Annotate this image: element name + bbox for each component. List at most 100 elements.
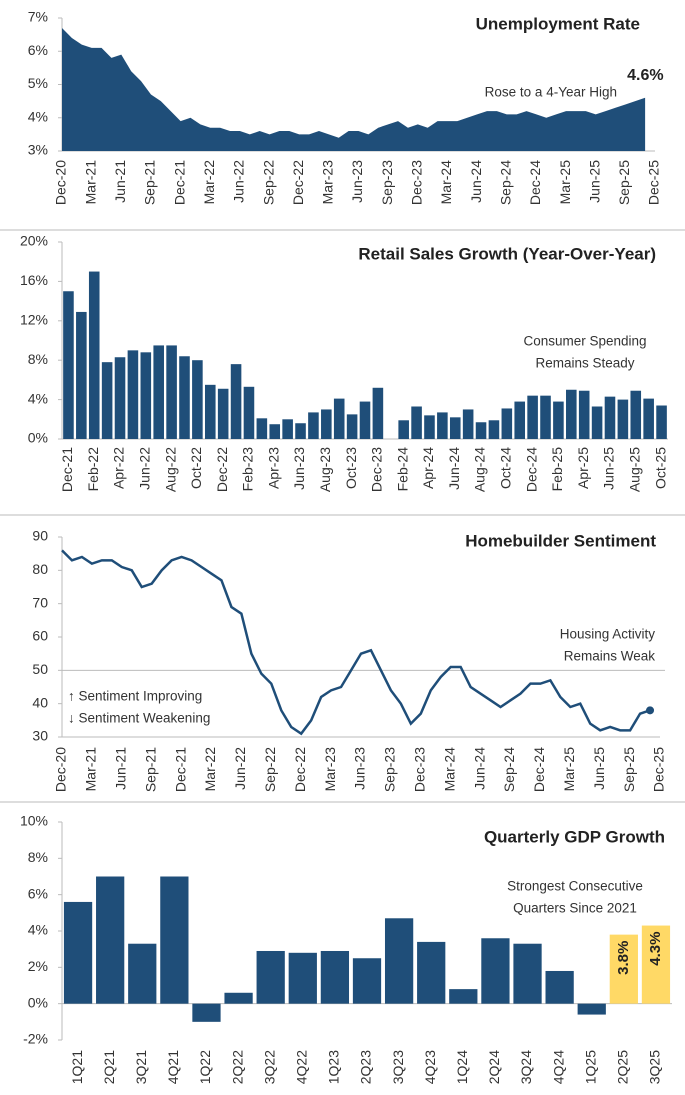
- x-tick-label: Jun-23: [291, 447, 307, 490]
- bar: [128, 943, 157, 1004]
- bar: [269, 424, 281, 439]
- x-tick-label: Jun-22: [137, 447, 153, 490]
- bar: [282, 419, 293, 439]
- annotation: Housing Activity: [560, 627, 656, 642]
- x-tick-label: 1Q21: [69, 1050, 85, 1084]
- x-tick-label: 3Q23: [390, 1050, 406, 1084]
- bar: [578, 390, 590, 439]
- bar: [153, 345, 164, 439]
- y-tick-label: 60: [32, 628, 48, 644]
- x-tick-label: Jun-22: [231, 160, 247, 203]
- bar: [63, 901, 93, 1004]
- x-tick-label: Jun-25: [601, 447, 617, 490]
- bar: [449, 417, 461, 439]
- y-tick-label: 4%: [28, 390, 48, 406]
- x-tick-label: 1Q24: [454, 1050, 470, 1084]
- y-tick-label: 16%: [20, 272, 48, 288]
- bar: [88, 271, 100, 439]
- x-tick-label: Feb-22: [85, 447, 101, 492]
- x-tick-label: Mar-24: [438, 160, 454, 205]
- x-tick-label: Feb-24: [394, 447, 410, 492]
- bar: [308, 412, 319, 439]
- x-tick-label: Sep-25: [621, 747, 637, 792]
- bar: [384, 918, 414, 1004]
- bar: [462, 409, 474, 439]
- bar: [617, 399, 629, 439]
- x-tick-label: Feb-23: [240, 447, 256, 492]
- x-tick-label: Aug-23: [317, 447, 333, 492]
- y-tick-label: 0%: [28, 430, 48, 446]
- y-tick-label: 12%: [20, 312, 48, 328]
- bar: [166, 345, 177, 439]
- annotation: Remains Steady: [535, 356, 634, 371]
- annotation: ↑ Sentiment Improving: [68, 689, 202, 704]
- bar: [591, 406, 603, 439]
- x-tick-label: Aug-25: [626, 447, 642, 492]
- x-tick-label: 4Q23: [422, 1050, 438, 1084]
- x-tick-label: Jun-21: [112, 160, 128, 203]
- value-label: 3.8%: [615, 941, 632, 975]
- x-tick-label: Mar-25: [561, 747, 577, 792]
- y-tick-label: 30: [32, 728, 48, 744]
- x-tick-label: Sep-23: [379, 160, 395, 205]
- x-tick-label: Apr-22: [111, 447, 127, 489]
- x-tick-label: Dec-21: [171, 160, 187, 205]
- bar: [256, 950, 285, 1004]
- bar: [514, 401, 526, 439]
- x-tick-label: 3Q22: [261, 1050, 277, 1084]
- bar: [140, 352, 152, 439]
- bar: [488, 420, 500, 439]
- x-tick-label: 2Q23: [358, 1050, 374, 1084]
- bar: [417, 941, 446, 1004]
- x-tick-label: Jun-25: [586, 160, 602, 203]
- x-tick-label: Dec-23: [412, 747, 428, 792]
- x-tick-label: Dec-24: [527, 160, 543, 205]
- x-tick-label: Oct-22: [188, 447, 204, 489]
- x-tick-label: 2Q22: [229, 1050, 245, 1084]
- x-tick-label: 4Q22: [293, 1050, 309, 1084]
- x-tick-label: Dec-21: [59, 447, 75, 492]
- bar: [577, 1003, 606, 1015]
- y-tick-label: -2%: [23, 1031, 48, 1047]
- x-tick-label: Apr-23: [265, 447, 281, 489]
- x-tick-label: 2Q21: [101, 1050, 117, 1084]
- y-tick-label: 70: [32, 594, 48, 610]
- x-tick-label: Jun-22: [232, 747, 248, 790]
- bar: [114, 357, 126, 439]
- bar: [398, 420, 409, 439]
- x-tick-label: Dec-22: [214, 447, 230, 492]
- x-tick-label: Jun-25: [591, 747, 607, 790]
- x-tick-label: Oct-25: [652, 447, 668, 489]
- x-tick-label: Aug-22: [162, 447, 178, 492]
- x-tick-label: 1Q25: [582, 1050, 598, 1084]
- x-tick-label: Sep-22: [262, 747, 278, 792]
- bar: [641, 925, 671, 1004]
- x-tick-label: 4Q21: [165, 1050, 181, 1084]
- bar: [566, 389, 577, 439]
- bar: [160, 876, 189, 1004]
- y-tick-label: 5%: [28, 75, 48, 91]
- x-tick-label: Dec-24: [523, 447, 539, 492]
- bar: [545, 970, 574, 1004]
- annotation: Remains Weak: [564, 649, 656, 664]
- bar: [288, 952, 317, 1004]
- x-tick-label: Dec-25: [651, 747, 667, 792]
- bar: [243, 386, 255, 439]
- x-tick-label: Sep-21: [142, 747, 158, 792]
- x-tick-label: Dec-21: [172, 747, 188, 792]
- bar: [256, 418, 268, 439]
- x-tick-label: Dec-22: [290, 160, 306, 205]
- bar: [96, 876, 125, 1004]
- bar: [527, 395, 538, 439]
- y-tick-label: 20%: [20, 233, 48, 249]
- area: [62, 27, 646, 152]
- x-tick-label: 3Q24: [518, 1050, 534, 1084]
- x-tick-label: Jun-21: [113, 747, 129, 790]
- x-tick-label: Sep-25: [616, 160, 632, 205]
- bar: [656, 405, 667, 439]
- x-tick-label: Mar-21: [82, 160, 98, 205]
- y-tick-label: 6%: [28, 42, 48, 58]
- bar: [372, 387, 384, 439]
- bar: [217, 388, 229, 439]
- x-tick-label: 3Q25: [647, 1050, 663, 1084]
